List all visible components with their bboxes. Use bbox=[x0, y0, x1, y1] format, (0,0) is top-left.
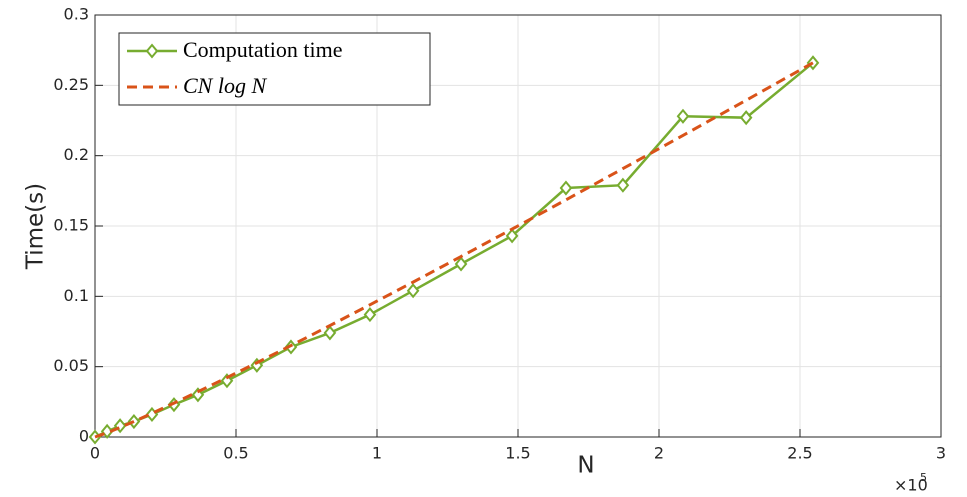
x-tick-label: 1 bbox=[372, 444, 382, 463]
legend-box bbox=[118, 32, 431, 106]
plot-frame bbox=[94, 14, 942, 438]
data-point bbox=[406, 283, 420, 299]
legend-label: CN log N bbox=[183, 73, 267, 98]
data-point bbox=[676, 108, 690, 124]
x-tick-label: 3 bbox=[936, 444, 946, 463]
series-line bbox=[94, 61, 814, 439]
y-axis-label: Time(s) bbox=[23, 183, 49, 270]
x-scale-label: ×10 bbox=[894, 476, 928, 495]
legend-marker bbox=[145, 43, 159, 59]
x-tick-label: 0 bbox=[90, 444, 100, 463]
data-point bbox=[616, 177, 630, 193]
data-point bbox=[363, 307, 377, 323]
data-point bbox=[739, 110, 753, 126]
x-tick-label: 0.5 bbox=[223, 444, 248, 463]
y-tick-label: 0.1 bbox=[64, 286, 89, 305]
series-line bbox=[94, 61, 814, 439]
x-tick-label: 2 bbox=[654, 444, 664, 463]
data-point bbox=[454, 256, 468, 272]
y-tick-label: 0 bbox=[79, 427, 89, 446]
legend-label: Computation time bbox=[183, 37, 343, 62]
y-tick-label: 0.05 bbox=[53, 356, 89, 375]
y-tick-label: 0.2 bbox=[64, 145, 89, 164]
y-tick-label: 0.15 bbox=[53, 216, 89, 235]
y-tick-label: 0.25 bbox=[53, 75, 89, 94]
y-tick-label: 0.3 bbox=[64, 5, 89, 24]
x-tick-label: 1.5 bbox=[505, 444, 530, 463]
x-axis-label: N bbox=[577, 453, 594, 479]
data-point bbox=[323, 325, 337, 341]
x-scale-exponent: 5 bbox=[920, 471, 927, 484]
x-tick-label: 2.5 bbox=[787, 444, 812, 463]
data-point bbox=[113, 418, 127, 434]
data-point bbox=[559, 180, 573, 196]
data-point bbox=[220, 373, 234, 389]
data-point bbox=[505, 228, 519, 244]
data-point bbox=[806, 55, 820, 71]
